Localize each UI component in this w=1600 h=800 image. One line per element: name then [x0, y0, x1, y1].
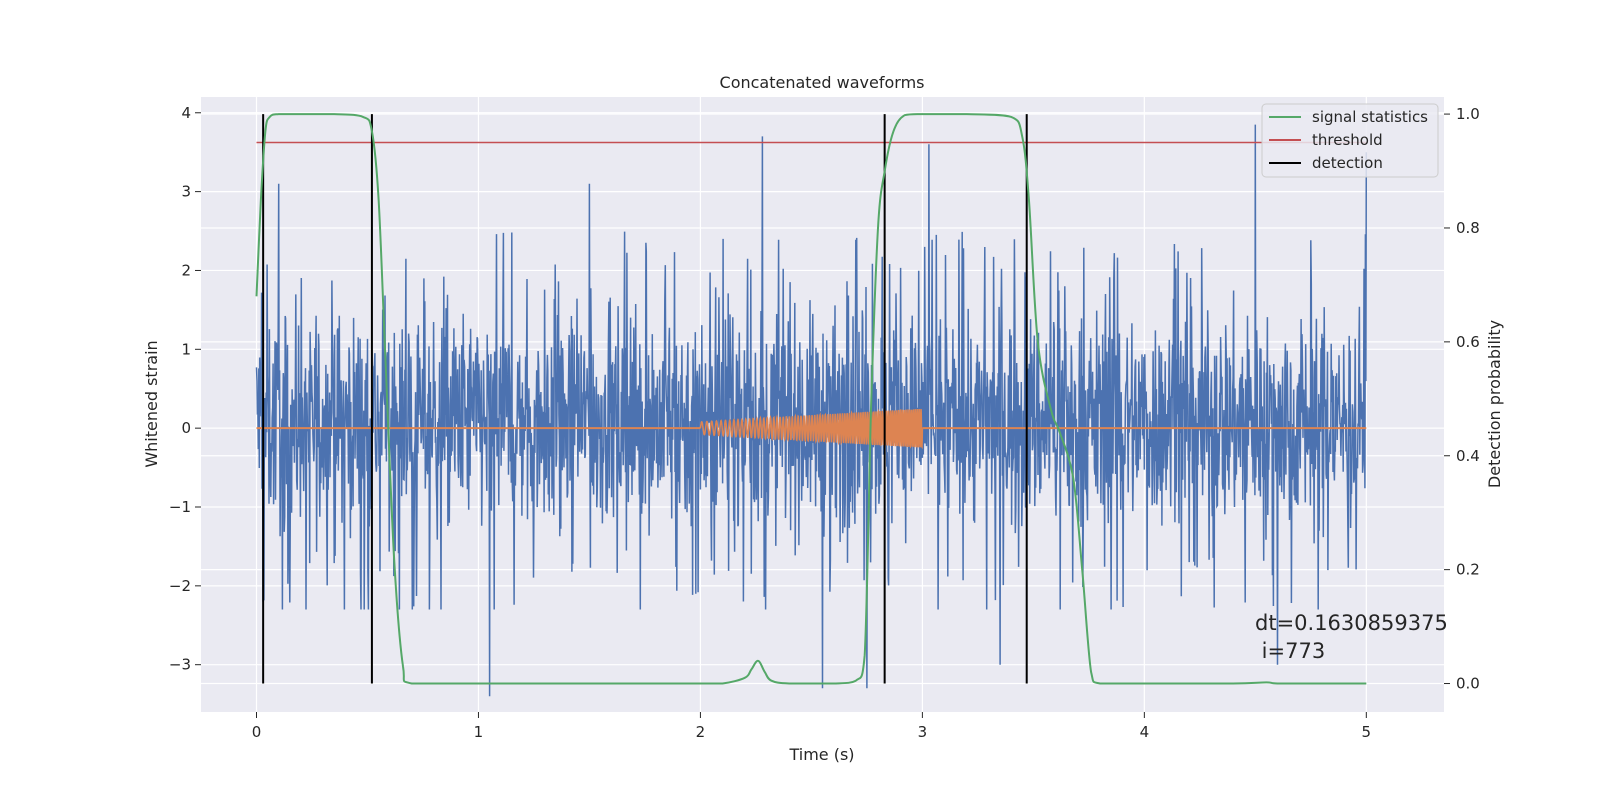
y-tick-label: 1	[181, 340, 191, 358]
y2-tick-label: 0.4	[1456, 447, 1480, 465]
y2-tick-label: 0.6	[1456, 333, 1480, 351]
y-tick-label: 3	[181, 183, 191, 201]
x-tick-label: 1	[474, 723, 484, 741]
chart-title: Concatenated waveforms	[720, 73, 925, 92]
x-tick-label: 4	[1140, 723, 1150, 741]
legend: signal statistics threshold detection	[1261, 103, 1439, 178]
y-tick-label: 2	[181, 261, 191, 279]
annotation-index: i=773	[1255, 639, 1325, 663]
x-axis-label: Time (s)	[788, 745, 854, 764]
y-axis-label: Whitened strain	[142, 340, 161, 467]
y2-tick-label: 1.0	[1456, 105, 1480, 123]
detection-lines	[262, 114, 1028, 684]
y-tick-label: 0	[181, 419, 191, 437]
statistics-series	[255, 113, 1367, 685]
legend-box	[1261, 103, 1439, 178]
y2-tick-label: 0.8	[1456, 219, 1480, 237]
y-tick-label: 4	[181, 104, 191, 122]
y-tick-label: −1	[169, 498, 191, 516]
y2-tick-label: 0.2	[1456, 561, 1480, 579]
legend-label-statistics: signal statistics	[1312, 108, 1428, 126]
annotation-dt: dt=0.1630859375	[1255, 611, 1448, 635]
legend-label-detection: detection	[1312, 154, 1383, 172]
y-tick-label: −3	[169, 656, 191, 674]
statistics-line	[255, 113, 1367, 685]
y2-tick-label: 0.0	[1456, 675, 1480, 693]
x-tick-label: 5	[1362, 723, 1372, 741]
legend-label-threshold: threshold	[1312, 131, 1383, 149]
y-tick-label: −2	[169, 577, 191, 595]
strain-series	[255, 124, 1368, 697]
y2-axis-label: Detection probability	[1485, 320, 1504, 488]
strain-line	[255, 124, 1368, 697]
x-tick-label: 2	[696, 723, 706, 741]
x-tick-label: 0	[252, 723, 262, 741]
axis-ticks: 0 1 2 3 4 5 −3 −2 −1 0 1 2 3 4 0.0 0.2 0.4 0.6 0.8 1.0	[169, 104, 1480, 741]
x-tick-label: 3	[918, 723, 928, 741]
